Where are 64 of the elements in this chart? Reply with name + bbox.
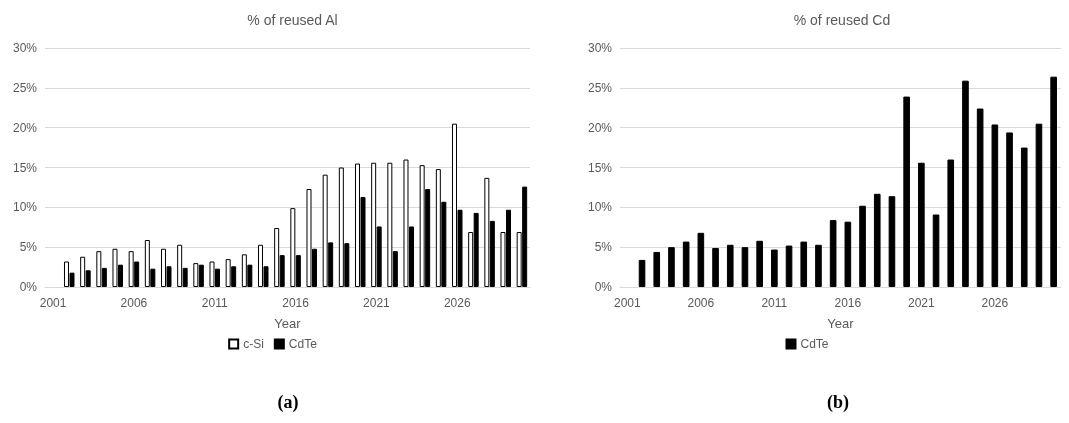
x-tick-label: 2016 [834,296,862,310]
bar [844,221,852,287]
bar [712,247,719,287]
x-tick-label: 2021 [363,296,391,310]
y-tick-label: 0% [594,280,613,294]
legend-label: CdTe [288,337,318,351]
x-tick-label: 2001 [614,296,642,310]
bar [932,214,940,287]
bar [815,244,822,287]
x-tick-label: 2011 [761,296,788,310]
bar [859,205,866,287]
bar [653,251,661,287]
bar [726,244,734,287]
bar [682,241,690,287]
y-tick-label: 10% [587,200,613,215]
bar [741,247,749,287]
bar [800,241,808,287]
y-tick-label: 30% [12,41,38,55]
bar [785,245,793,287]
bar [668,247,675,287]
x-tick-label: 2026 [443,296,471,310]
y-tick-label: 10% [12,200,38,215]
bar [1035,123,1043,287]
x-tick-label: 2026 [981,296,1009,310]
x-tick-label: 2016 [282,296,310,310]
x-tick-label: 2021 [908,296,936,310]
text: (b) [827,392,849,413]
x-tick-label: 2011 [201,296,228,310]
bar [1020,147,1028,287]
bar [697,232,705,287]
chart-title: % of reused Al [247,12,338,28]
bar [947,159,955,287]
bar [991,124,999,287]
x-tick-label: 2006 [687,296,715,310]
y-tick-label: 5% [19,240,38,255]
legend-label: c-Si [243,337,264,351]
bar [976,108,984,287]
bar [1050,76,1057,287]
x-axis-title: Year [827,316,855,331]
y-tick-label: 25% [12,80,38,95]
y-tick-label: 0% [19,280,38,294]
x-tick-label: 2006 [120,296,148,310]
y-tick-label: 15% [12,160,38,175]
bar [771,249,778,287]
bar [962,80,969,287]
bar [1006,132,1013,287]
y-tick-label: 30% [587,41,613,55]
bar [903,96,910,287]
y-tick-label: 25% [587,80,613,95]
bar [829,220,837,287]
legend-label: CdTe [800,337,829,351]
bar [888,196,896,287]
text: (a) [277,392,299,413]
x-tick-label: 2001 [39,296,67,310]
y-tick-label: 5% [594,240,613,255]
y-tick-label: 20% [12,120,38,135]
bar [873,193,881,287]
bar [638,259,646,287]
y-tick-label: 20% [587,120,613,135]
y-tick-label: 15% [587,160,613,175]
bar [756,240,763,287]
bar [918,162,925,287]
x-axis-title: Year [274,316,302,331]
chart-title: % of reused Cd [793,12,891,28]
